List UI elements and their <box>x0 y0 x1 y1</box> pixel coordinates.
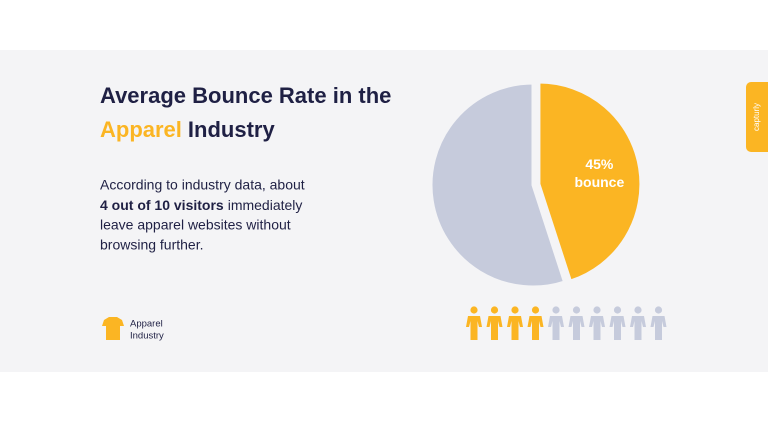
person-body <box>609 316 626 340</box>
person-head <box>490 306 499 314</box>
person-head <box>613 306 622 314</box>
person-body <box>466 316 482 340</box>
pie-value-label: 45% <box>585 156 614 172</box>
person-icon <box>589 306 605 340</box>
person-head <box>470 306 478 314</box>
person-body <box>548 316 564 340</box>
person-icon <box>568 306 585 340</box>
side-tab[interactable] <box>746 82 768 152</box>
title-line: Average Bounce Rate in the <box>100 83 391 108</box>
side-tab-label[interactable]: capturly <box>752 103 761 131</box>
person-icon <box>630 306 646 340</box>
person-icon <box>609 306 626 340</box>
person-body <box>507 316 523 340</box>
person-body <box>589 316 605 340</box>
legend-label: Apparel <box>130 319 163 330</box>
person-head <box>654 306 663 314</box>
person-icon <box>486 306 503 340</box>
person-head <box>531 306 540 314</box>
person-head <box>511 306 519 314</box>
description-rest: immediately <box>228 197 303 213</box>
person-body <box>486 316 503 340</box>
person-icon <box>548 306 564 340</box>
person-body <box>650 316 667 340</box>
description-line: 4 out of 10 visitors immediately <box>100 197 302 213</box>
person-icon <box>466 306 482 340</box>
person-head <box>552 306 560 314</box>
person-icon <box>507 306 523 340</box>
person-body <box>630 316 646 340</box>
description-line: According to industry data, about <box>100 177 305 193</box>
title-rest: Industry <box>188 117 276 142</box>
person-head <box>634 306 642 314</box>
pie-slice <box>429 81 567 289</box>
person-icon <box>650 306 667 340</box>
pie-category-label: bounce <box>574 174 624 190</box>
description-bold: 4 out of 10 visitors <box>100 197 224 213</box>
person-icon <box>527 306 544 340</box>
title-line: Apparel Industry <box>100 117 275 142</box>
person-head <box>593 306 601 314</box>
description-line: browsing further. <box>100 237 204 253</box>
pie-slice <box>537 80 643 283</box>
description-line: leave apparel websites without <box>100 217 291 233</box>
title-highlight: Apparel <box>100 117 182 142</box>
legend-label: Industry <box>130 331 164 342</box>
person-body <box>527 316 544 340</box>
shirt-icon <box>102 317 124 340</box>
person-body <box>568 316 585 340</box>
person-head <box>572 306 581 314</box>
